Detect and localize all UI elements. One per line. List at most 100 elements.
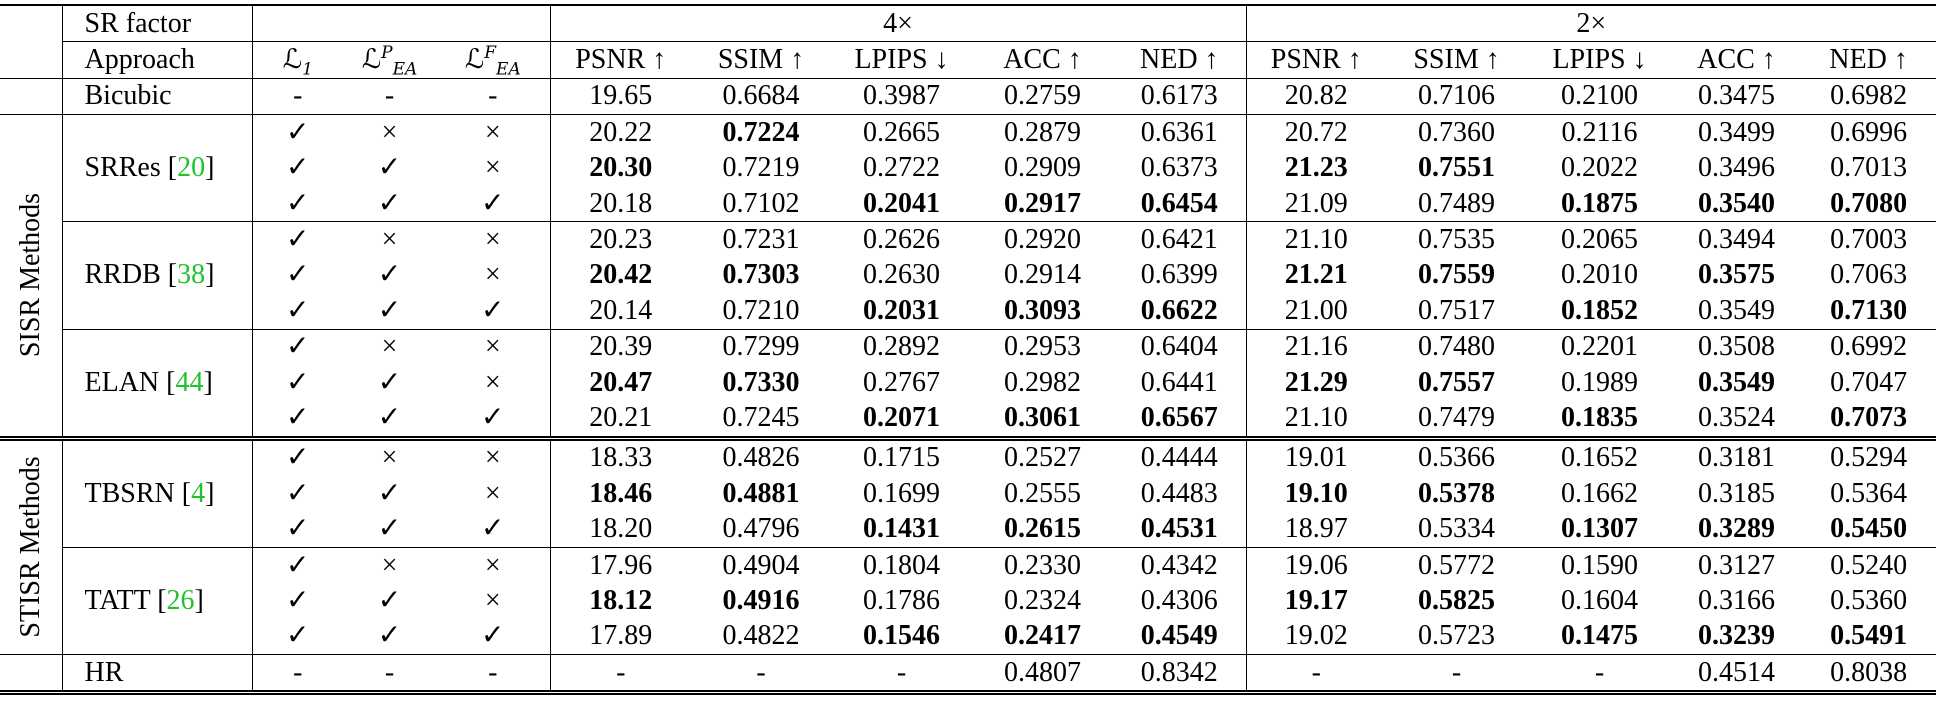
- metric-cell: 0.7102: [722, 187, 800, 219]
- metric-cell: 0.7517: [1418, 294, 1496, 326]
- metric-cell: 0.7219: [722, 152, 800, 184]
- metric-cell-best: 0.1852: [1561, 294, 1639, 326]
- metric-cell: 0.5366: [1386, 435, 1528, 477]
- metric-cell: 0.4826: [691, 435, 832, 477]
- citation-link[interactable]: 4: [191, 477, 206, 509]
- metric-cell-best: 0.7080: [1830, 187, 1908, 219]
- metric-cell-best: 0.2041: [863, 187, 941, 219]
- metric-cell: 0.5294: [1801, 435, 1936, 477]
- check-icon: ✓: [481, 513, 505, 545]
- metric-cell: 0.1786: [863, 584, 941, 616]
- metric-cell: 0.5360: [1830, 584, 1908, 616]
- metric-cell: 0.2920: [972, 221, 1114, 258]
- metric-cell-best: 0.7557: [1418, 366, 1496, 398]
- table-row: ✓ ✓ ✓ 18.20 0.4796 0.1431 0.2615 0.4531 18.97 0.5…: [0, 511, 1936, 548]
- citation-link[interactable]: 38: [177, 259, 206, 291]
- metric-cell: 0.6404: [1113, 328, 1247, 365]
- method-elan: ELAN [44]: [61, 328, 252, 439]
- metric-cell-best: 0.6622: [1140, 294, 1218, 326]
- loss-feature-header: ℒFEA: [436, 41, 551, 79]
- metric-cell: 0.3499: [1672, 114, 1802, 151]
- table-row: ✓ ✓ × 20.47 0.7330 0.2767 0.2982 0.6441 21.29 0.7…: [0, 364, 1936, 401]
- group-label-text: STISR Methods: [14, 456, 46, 638]
- metric-cell: 17.89: [549, 618, 692, 655]
- metric-cell: -: [1386, 654, 1528, 696]
- metric-cell: 0.4796: [722, 513, 800, 545]
- metric-cell-best: 0.2615: [1004, 513, 1082, 545]
- method-rrdb: RRDB [38]: [61, 221, 252, 330]
- metric-cell-best: 0.1835: [1561, 401, 1639, 433]
- metric-header-4x-psnr: PSNR ↑: [549, 41, 692, 79]
- metric-cell: 0.2665: [831, 114, 973, 151]
- metric-cell: 20.23: [549, 221, 692, 258]
- check-icon: ✓: [377, 152, 402, 184]
- metric-cell: 20.82: [1245, 77, 1387, 115]
- metric-cell-best: 20.47: [549, 364, 692, 401]
- metric-cell: 0.7003: [1801, 221, 1936, 258]
- metric-cell-best: 0.7551: [1418, 152, 1496, 184]
- metric-cell: 0.2892: [831, 328, 973, 365]
- metric-cell: 0.2914: [1004, 259, 1082, 291]
- metric-cell: 0.6361: [1113, 114, 1247, 151]
- method-name: SRRes: [84, 152, 161, 184]
- check-icon: ✓: [377, 187, 402, 219]
- metric-cell: 0.2100: [1527, 77, 1673, 115]
- check-icon: ✓: [377, 584, 402, 616]
- metric-cell: 0.7489: [1418, 187, 1496, 219]
- metric-cell: 0.2953: [972, 328, 1114, 365]
- approach-label: Approach: [61, 41, 252, 79]
- cross-icon: ×: [436, 114, 551, 151]
- metric-cell: 0.3549: [1698, 294, 1776, 326]
- metric-cell: 0.7063: [1830, 259, 1908, 291]
- metric-cell: 0.2065: [1527, 221, 1673, 258]
- metric-cell-best: 0.2031: [863, 294, 941, 326]
- group-label: STISR Methods: [0, 435, 62, 655]
- citation-link[interactable]: 20: [177, 152, 206, 184]
- table-row: TATT [26] ✓ × × 17.96 0.4904 0.1804 0.2330 0.434…: [0, 546, 1936, 655]
- metric-header-2x-lpips: LPIPS ↓: [1527, 41, 1673, 79]
- metric-cell: 0.8038: [1801, 654, 1936, 696]
- metric-cell: 0.7047: [1830, 366, 1908, 398]
- metric-cell: 0.2527: [972, 435, 1114, 477]
- metric-cell-best: 0.3575: [1698, 259, 1776, 291]
- results-table: SR factor 4× 2× Approach ℒ1 ℒPEA ℒFEA PS…: [0, 4, 1936, 696]
- metric-cell: 0.4483: [1140, 477, 1218, 509]
- cross-icon: ×: [436, 546, 551, 584]
- table-row: ✓ ✓ ✓ 20.14 0.7210 0.2031 0.3093 0.6622 21.00 0.7…: [0, 293, 1936, 330]
- check-icon: ✓: [251, 114, 343, 151]
- cross-icon: ×: [484, 259, 501, 291]
- metric-cell: 0.3524: [1698, 401, 1776, 433]
- metric-cell-best: 20.30: [549, 150, 692, 186]
- citation-link[interactable]: 26: [166, 584, 195, 616]
- metric-cell: 0.1699: [863, 477, 941, 509]
- check-icon: ✓: [251, 293, 343, 330]
- metric-cell: 0.3185: [1698, 477, 1776, 509]
- metric-cell: -: [1527, 654, 1673, 696]
- metric-cell: -: [549, 654, 692, 696]
- metric-cell: 0.2626: [831, 221, 973, 258]
- metric-cell: 0.4822: [722, 620, 800, 652]
- metric-cell-best: 0.5450: [1830, 513, 1908, 545]
- metric-cell: 0.2722: [863, 152, 941, 184]
- metric-cell: 0.6982: [1801, 77, 1936, 115]
- metric-header-4x-acc: ACC ↑: [972, 41, 1114, 79]
- method-name: ELAN: [84, 366, 160, 398]
- metric-cell: 0.2909: [1004, 152, 1082, 184]
- metric-cell: 0.6373: [1140, 152, 1218, 184]
- citation-link[interactable]: 44: [175, 366, 204, 398]
- metric-cell-best: 0.7224: [691, 114, 832, 151]
- results-body: Bicubic - - -19.65 0.6684 0.3987 0.2759 0.6173 2…: [0, 77, 1936, 696]
- check-icon: ✓: [377, 259, 402, 291]
- header-row-factor: SR factor 4× 2×: [0, 4, 1936, 42]
- dash-mark: -: [251, 77, 343, 115]
- metric-cell-best: 0.3061: [1004, 401, 1082, 433]
- metric-cell-best: 18.12: [549, 583, 692, 619]
- table-row: ✓ ✓ × 18.12 0.4916 0.1786 0.2324 0.4306 19.17 0.5…: [0, 583, 1936, 619]
- metric-cell: 0.7210: [722, 294, 800, 326]
- metric-cell-best: 0.3239: [1698, 620, 1776, 652]
- group-spacer: [0, 77, 62, 115]
- metric-cell-best: 0.3549: [1698, 366, 1776, 398]
- metric-cell: 0.1715: [831, 435, 973, 477]
- metric-cell-best: 0.2071: [863, 401, 941, 433]
- group-label-text: SISR Methods: [14, 193, 46, 358]
